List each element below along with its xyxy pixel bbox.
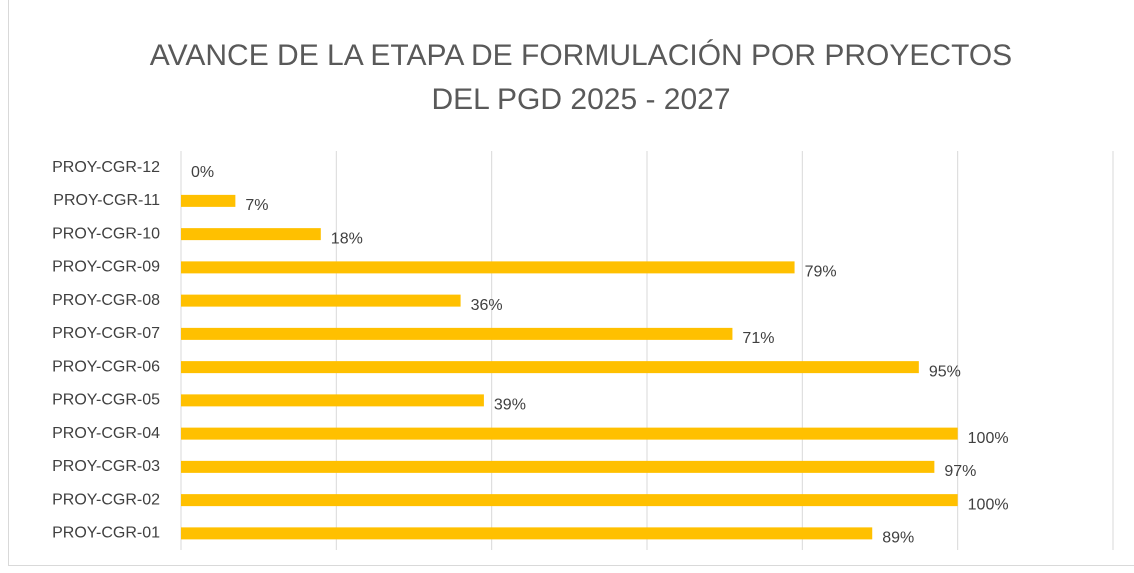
data-label: 0%	[191, 164, 214, 181]
bar	[181, 228, 321, 241]
data-label: 89%	[882, 530, 914, 547]
y-tick-label: PROY-CGR-04	[52, 425, 160, 442]
y-tick-label: PROY-CGR-03	[52, 458, 160, 475]
data-label: 7%	[245, 197, 268, 214]
y-tick-label: PROY-CGR-08	[52, 292, 160, 309]
y-tick-label: PROY-CGR-11	[53, 192, 160, 209]
bar	[181, 494, 958, 507]
data-label: 79%	[805, 264, 837, 281]
data-label: 97%	[944, 463, 976, 480]
bar	[181, 294, 461, 307]
y-tick-label: PROY-CGR-06	[52, 358, 160, 375]
y-tick-label: PROY-CGR-10	[52, 225, 160, 242]
data-label: 36%	[471, 297, 503, 314]
y-tick-label: PROY-CGR-12	[52, 159, 160, 176]
bar	[181, 460, 935, 473]
y-tick-label: PROY-CGR-07	[52, 325, 160, 342]
y-tick-label: PROY-CGR-09	[52, 259, 160, 276]
bar	[181, 194, 236, 207]
data-label: 18%	[331, 230, 363, 247]
data-label: 71%	[742, 330, 774, 347]
bar	[181, 361, 919, 374]
y-tick-label: PROY-CGR-02	[52, 491, 160, 508]
data-label: 39%	[494, 397, 526, 414]
data-label: 100%	[968, 496, 1009, 513]
bar	[181, 261, 795, 274]
bar	[181, 427, 958, 440]
y-tick-label: PROY-CGR-05	[52, 392, 160, 409]
y-tick-label: PROY-CGR-01	[52, 525, 160, 542]
chart-title: AVANCE DE LA ETAPA DE FORMULACIÓN POR PR…	[150, 39, 1012, 72]
data-label: 100%	[968, 430, 1009, 447]
bar	[181, 394, 484, 407]
data-label: 95%	[929, 363, 961, 380]
bar	[181, 327, 733, 340]
bar	[181, 527, 873, 540]
chart-title: DEL PGD 2025 - 2027	[431, 83, 730, 116]
